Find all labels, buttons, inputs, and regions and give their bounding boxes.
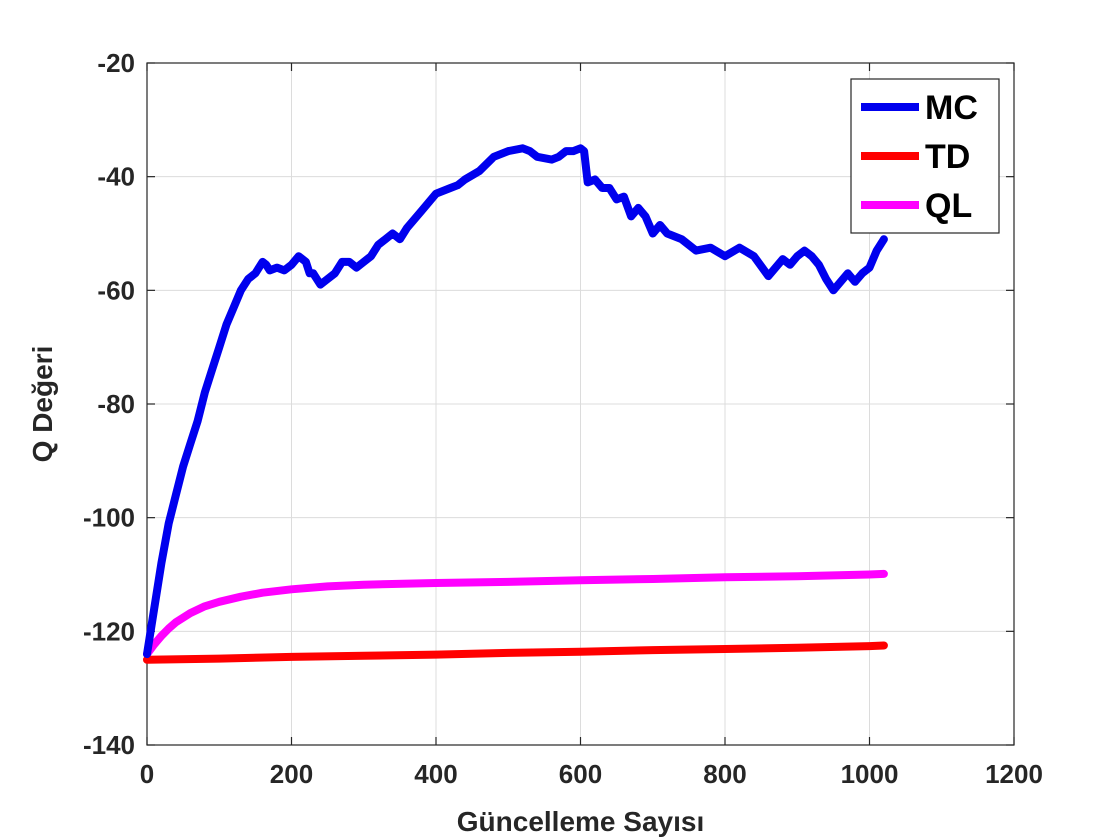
x-axis-label: Güncelleme Sayısı: [457, 806, 704, 837]
legend: MC TD QL: [850, 78, 1000, 234]
legend-label-mc: MC: [925, 89, 978, 127]
x-tick-label: 1000: [841, 759, 899, 789]
x-tick-label: 1200: [985, 759, 1043, 789]
series-line-td: [143, 641, 888, 664]
y-tick-label: -140: [83, 730, 135, 760]
y-tick-label: -120: [83, 616, 135, 646]
series-line-ql: [143, 569, 888, 659]
series-line-mc: [143, 144, 888, 659]
x-tick-label: 0: [140, 759, 154, 789]
y-tick-label: -20: [97, 48, 135, 78]
x-tick-label: 800: [703, 759, 746, 789]
x-tick-label: 200: [270, 759, 313, 789]
y-tick-label: -100: [83, 503, 135, 533]
y-tick-label: -40: [97, 162, 135, 192]
y-tick-label: -80: [97, 389, 135, 419]
series-lines: [143, 144, 888, 664]
x-tick-label: 400: [414, 759, 457, 789]
x-tick-label: 600: [559, 759, 602, 789]
axis-ticks: 0 200 400 600 800 1000 1200 -140 -120 -100 -80 -60 -…: [83, 48, 1043, 789]
legend-label-td: TD: [925, 138, 970, 176]
y-axis-label: Q Değeri: [27, 346, 58, 463]
y-tick-label: -60: [97, 275, 135, 305]
legend-label-ql: QL: [925, 187, 972, 225]
